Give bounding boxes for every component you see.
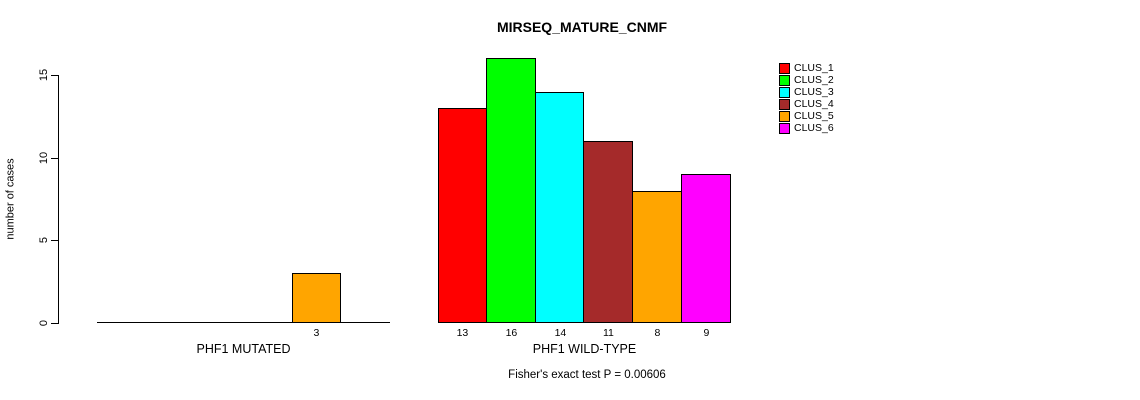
group-baseline [97,322,390,323]
y-axis-tick-label: 10 [38,151,51,165]
legend-swatch [779,86,790,98]
legend-item: CLUS_4 [779,98,834,110]
legend-label: CLUS_4 [794,98,834,110]
legend-item: CLUS_6 [779,122,834,134]
legend-item: CLUS_1 [779,62,834,74]
y-axis-tick-label: 0 [38,319,51,327]
bar [292,273,341,323]
y-axis-line [58,75,59,324]
legend-label: CLUS_3 [794,86,834,98]
y-axis-tick-label: 5 [38,236,51,244]
y-axis-tick [51,323,58,324]
bar-value-label: 13 [456,327,469,339]
group-axis-label: PHF1 MUTATED [196,342,291,356]
y-axis-tick [51,240,58,241]
chart-title: MIRSEQ_MATURE_CNMF [496,19,668,35]
y-axis-tick-label: 15 [38,68,51,82]
legend-item: CLUS_3 [779,86,834,98]
y-axis-tick [51,158,58,159]
bar [535,92,584,323]
bar-value-label: 11 [602,327,614,339]
legend-label: CLUS_1 [794,62,834,74]
y-axis-label: number of cases [4,158,17,240]
bar [632,191,682,323]
legend-swatch [779,62,790,74]
legend-label: CLUS_2 [794,74,834,86]
legend-swatch [779,98,790,110]
legend-swatch [779,110,790,122]
bar-value-label: 16 [505,327,518,339]
legend-item: CLUS_5 [779,110,834,122]
bar [486,58,536,323]
subtitle: Fisher's exact test P = 0.00606 [508,369,666,381]
bar-value-label: 14 [554,327,567,339]
bar-value-label: 8 [654,327,661,339]
bar [681,174,731,323]
y-axis-tick [51,75,58,76]
legend-swatch [779,122,790,134]
group-axis-label: PHF1 WILD-TYPE [532,342,637,356]
legend-label: CLUS_5 [794,110,834,122]
bar-value-label: 3 [313,327,320,339]
bar-value-label: 9 [703,327,710,339]
legend-label: CLUS_6 [794,122,834,134]
legend-swatch [779,74,790,86]
legend: CLUS_1 CLUS_2 CLUS_3 CLUS_4 CLUS_5 CLUS_6 [779,62,834,134]
bar [583,141,633,323]
bar [438,108,487,323]
legend-item: CLUS_2 [779,74,834,86]
